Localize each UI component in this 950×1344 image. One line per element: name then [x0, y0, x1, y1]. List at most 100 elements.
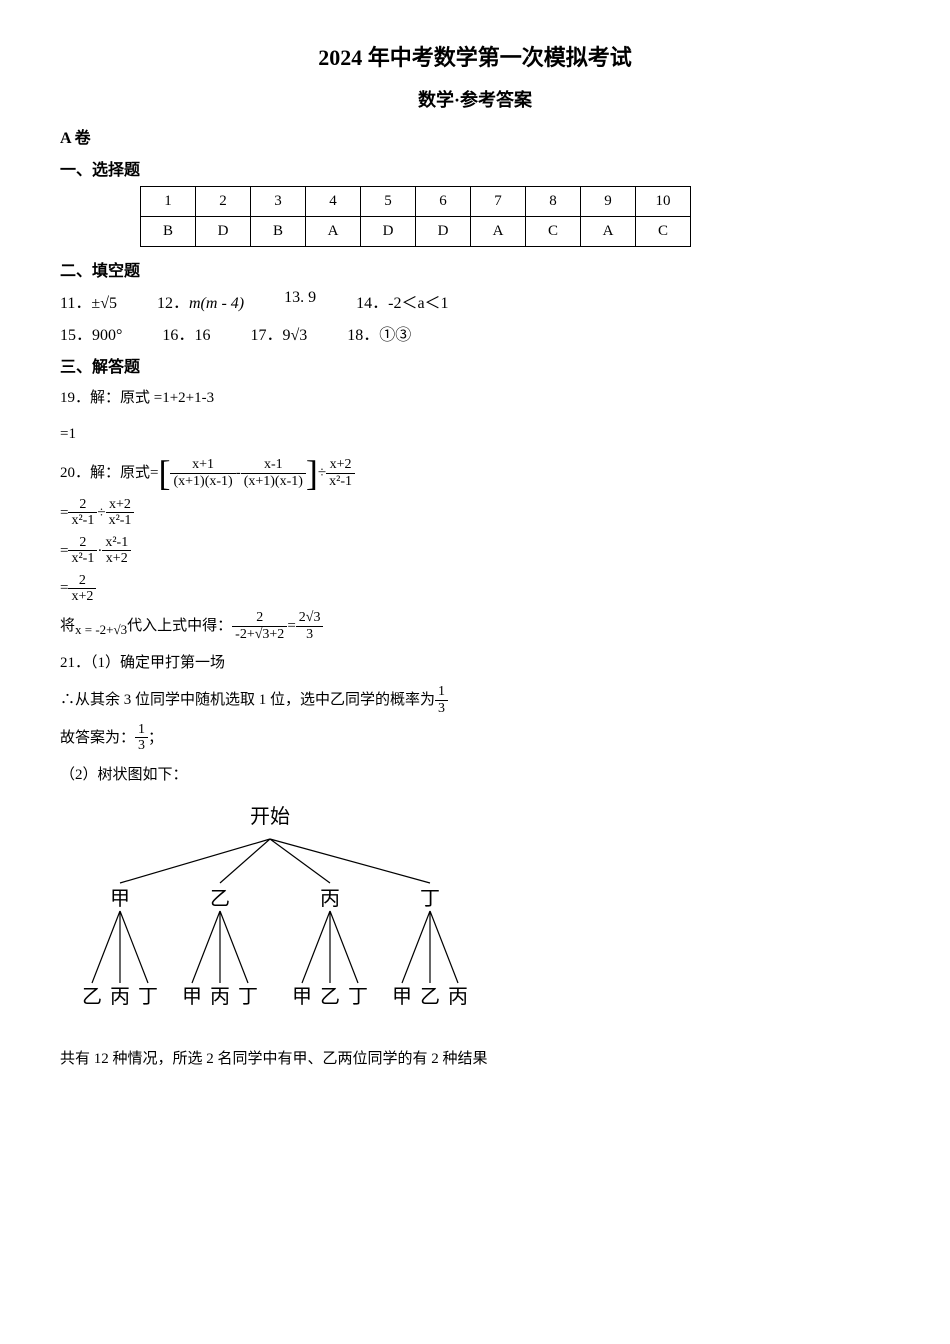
answer-cell: A	[581, 217, 636, 247]
fraction: 2-2+√3+2	[232, 610, 287, 642]
denominator: x²-1	[68, 513, 97, 528]
q12: 12．m(m - 4)	[157, 289, 244, 313]
q17: 17．9√3	[250, 321, 307, 345]
q16: 16．16	[162, 321, 210, 345]
numerator: 1	[135, 722, 148, 738]
fraction: 2x²-1	[68, 497, 97, 529]
q-val: 16	[194, 327, 210, 344]
answer-cell: B	[141, 217, 196, 247]
denominator: 3	[135, 738, 148, 753]
q20-step3: = 2x²-1 · x²-1x+2	[60, 535, 890, 567]
svg-text:甲: 甲	[392, 986, 412, 1008]
q-num: 11．	[60, 295, 91, 312]
q-num: 14．	[356, 295, 388, 312]
text: ∴从其余 3 位同学中随机选取 1 位，选中乙同学的概率为	[60, 685, 435, 715]
x-value: x = -2+√3	[75, 617, 127, 643]
fraction: x-1(x+1)(x-1)	[241, 457, 306, 489]
denominator: (x+1)(x-1)	[241, 474, 306, 489]
q-val: 9√3	[282, 327, 307, 344]
fraction: x+2x²-1	[106, 497, 135, 529]
section-3-heading: 三、解答题	[60, 353, 890, 377]
answer-cell: C	[636, 217, 691, 247]
q19-line1: 19．解：原式 =1+2+1-3	[60, 383, 890, 413]
svg-text:丙: 丙	[210, 986, 230, 1008]
svg-text:丁: 丁	[138, 986, 158, 1008]
q-num: 18．	[347, 327, 379, 344]
equals: =	[60, 536, 68, 566]
numerator: 2	[68, 535, 97, 551]
numerator: 2	[232, 610, 287, 626]
bracket-expr: [ x+1(x+1)(x-1) - x-1(x+1)(x-1) ]	[158, 455, 317, 491]
svg-text:丙: 丙	[320, 888, 340, 910]
page-subtitle: 数学·参考答案	[60, 86, 890, 112]
fraction: 2x²-1	[68, 535, 97, 567]
equals: =	[60, 573, 68, 603]
svg-text:乙: 乙	[82, 986, 102, 1008]
divide: ÷	[97, 498, 105, 528]
col-header: 2	[196, 187, 251, 217]
choice-table: 1 2 3 4 5 6 7 8 9 10 B D B A D D A C A C	[140, 186, 691, 247]
q-val: 900°	[92, 327, 122, 344]
answer-cell: D	[361, 217, 416, 247]
prefix: 20．解：原式=	[60, 458, 158, 488]
svg-text:乙: 乙	[210, 888, 230, 910]
q-val: ±√5	[91, 295, 117, 312]
q-val: ①③	[379, 327, 411, 344]
col-header: 6	[416, 187, 471, 217]
q-num: 15．	[60, 327, 92, 344]
answer-cell: D	[416, 217, 471, 247]
fraction: x+2x²-1	[326, 457, 355, 489]
section-2-heading: 二、填空题	[60, 257, 890, 281]
q11: 11．±√5	[60, 289, 117, 313]
svg-text:丙: 丙	[110, 986, 130, 1008]
fraction: 13	[435, 684, 448, 716]
equals: =	[287, 611, 295, 641]
fraction: x+1(x+1)(x-1)	[170, 457, 235, 489]
svg-text:乙: 乙	[420, 986, 440, 1008]
q20-step2: = 2x²-1 ÷ x+2x²-1	[60, 497, 890, 529]
answer-cell: B	[251, 217, 306, 247]
equals: =	[60, 498, 68, 528]
q21-conclusion: 共有 12 种情况，所选 2 名同学中有甲、乙两位同学的有 2 种结果	[60, 1044, 890, 1074]
q-num: 12．	[157, 295, 189, 312]
q-val: 9	[308, 289, 316, 306]
denominator: 3	[296, 627, 324, 642]
tree-diagram: 开始 甲乙丙丁乙丙丁甲丙丁甲乙丁甲乙丙	[60, 800, 890, 1038]
q-val: m(m - 4)	[189, 295, 244, 312]
numerator: x+1	[170, 457, 235, 473]
fraction: x²-1x+2	[102, 535, 131, 567]
svg-text:甲: 甲	[292, 986, 312, 1008]
page-title: 2024 年中考数学第一次模拟考试	[60, 40, 890, 72]
svg-text:丁: 丁	[348, 986, 368, 1008]
q21-answer: 故答案为： 13 ；	[60, 722, 890, 754]
svg-text:乙: 乙	[320, 986, 340, 1008]
left-bracket-icon: [	[158, 455, 170, 491]
divide: ÷	[318, 458, 326, 488]
col-header: 5	[361, 187, 416, 217]
tree-start-label: 开始	[60, 800, 480, 829]
tree-svg: 甲乙丙丁乙丙丁甲丙丁甲乙丁甲乙丙	[60, 833, 480, 1033]
q15: 15．900°	[60, 321, 122, 345]
fraction: 2x+2	[68, 573, 96, 605]
numerator: 1	[435, 684, 448, 700]
numerator: x-1	[241, 457, 306, 473]
q-num: 17．	[250, 327, 282, 344]
col-header: 7	[471, 187, 526, 217]
answer-cell: C	[526, 217, 581, 247]
q20-line1: 20．解：原式= [ x+1(x+1)(x-1) - x-1(x+1)(x-1)…	[60, 455, 890, 491]
answer-cell: A	[471, 217, 526, 247]
col-header: 4	[306, 187, 361, 217]
q20-step4: = 2x+2	[60, 573, 890, 605]
ans-post: ；	[148, 723, 163, 753]
q-val: -2＜a＜1	[388, 295, 448, 312]
svg-text:甲: 甲	[110, 888, 130, 910]
answer-cell: D	[196, 217, 251, 247]
fraction: 2√33	[296, 610, 324, 642]
q19-line2: =1	[60, 419, 890, 449]
denominator: x+2	[68, 589, 96, 604]
numerator: x+2	[326, 457, 355, 473]
section-a: A 卷	[60, 124, 890, 148]
denominator: x²-1	[326, 474, 355, 489]
col-header: 9	[581, 187, 636, 217]
answer-cell: A	[306, 217, 361, 247]
